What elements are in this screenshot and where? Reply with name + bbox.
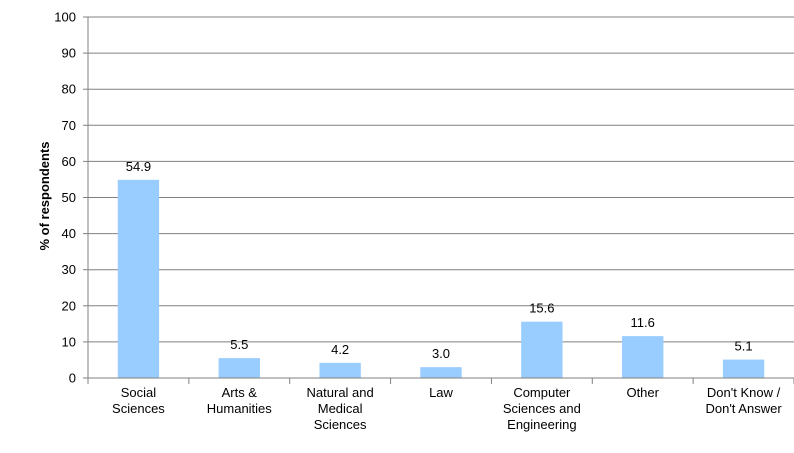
y-tick-label: 100 [54,10,76,25]
x-category-label: Don't Know / Don't Answer [705,385,782,416]
x-category-label: Computer Sciences and Engineering [503,385,581,432]
y-tick-label: 80 [62,82,76,97]
x-category-label: Natural and Medical Sciences [307,385,374,432]
x-category-label: Other [626,385,659,400]
bar [420,367,462,378]
x-category-label-line: Don't Answer [705,401,782,416]
y-tick-label: 60 [62,154,76,169]
bar [319,362,361,378]
bar [622,336,664,378]
x-category-label-line: Social [121,385,157,400]
x-category-label-line: Sciences and [503,401,581,416]
y-tick-label: 90 [62,46,76,61]
x-category-label-line: Sciences [112,401,165,416]
y-tick-label: 10 [62,334,76,349]
y-tick-label: 20 [62,298,76,313]
y-tick-label: 40 [62,226,76,241]
x-category-label-line: Humanities [207,401,273,416]
bar [722,359,765,378]
x-category-label: Law [429,385,453,400]
x-category-label-line: Sciences [314,417,367,432]
data-label: 5.1 [735,339,753,354]
y-tick-label: 50 [62,190,76,205]
y-tick-label: 70 [62,118,76,133]
bar [117,179,160,378]
bar [218,358,260,378]
x-category-label-line: Medical [318,401,363,416]
x-category-label-line: Natural and [307,385,374,400]
x-category-label-line: Law [429,385,453,400]
bar [521,321,563,378]
data-label: 5.5 [230,337,248,352]
data-label: 3.0 [432,346,450,361]
x-category-label-line: Computer [513,385,571,400]
x-category-label-line: Don't Know / [707,385,781,400]
data-label: 4.2 [331,342,349,357]
data-label: 54.9 [126,159,151,174]
data-label: 15.6 [529,301,554,316]
data-label: 11.6 [631,315,655,330]
y-tick-label: 30 [62,262,76,277]
x-category-label-line: Engineering [507,417,576,432]
x-category-label: Arts & Humanities [207,385,273,416]
x-category-label-line: Arts & [222,385,258,400]
y-axis-title: % of respondents [37,141,52,250]
y-tick-label: 0 [69,371,76,386]
x-category-label-line: Other [626,385,659,400]
x-category-label: Social Sciences [112,385,165,416]
